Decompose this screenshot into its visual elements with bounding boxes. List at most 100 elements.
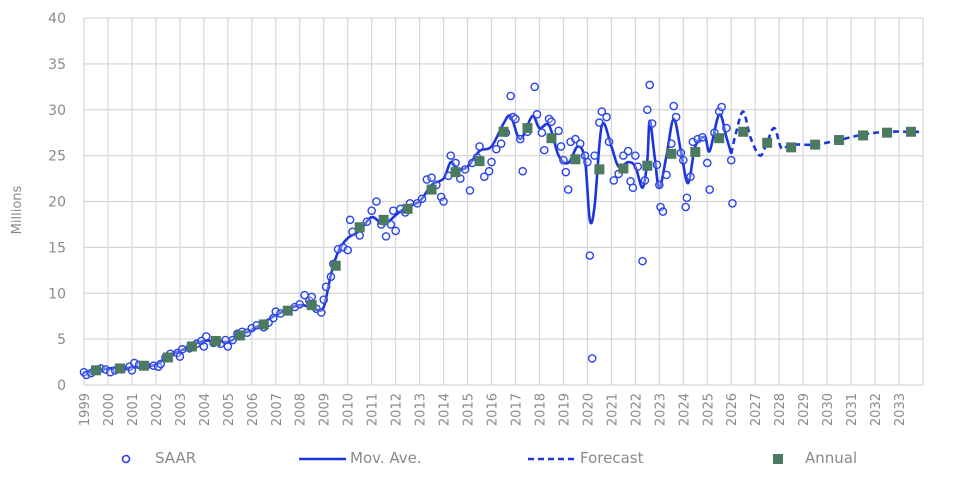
x-tick-label: 2006 (246, 393, 261, 426)
saar-point (532, 110, 542, 119)
annual-marker (306, 300, 317, 311)
saar-point (537, 128, 547, 137)
saar-point (367, 206, 376, 215)
saar-point (602, 112, 611, 122)
saar-point (717, 102, 726, 112)
saar-point (326, 272, 336, 282)
x-tick-label: 2002 (150, 393, 165, 426)
saar-point (427, 173, 436, 182)
saar-point (698, 132, 707, 142)
x-tick-label: 2029 (797, 393, 812, 426)
x-tick-label: 2016 (486, 393, 501, 426)
annual-marker (882, 127, 893, 138)
saar-point (547, 117, 556, 126)
saar-point (561, 167, 571, 177)
x-tick-label: 2000 (102, 393, 117, 426)
x-tick-label: 2013 (414, 393, 429, 426)
saar-point (597, 107, 607, 116)
annual-marker (162, 352, 173, 363)
x-tick-label: 2032 (869, 393, 884, 426)
x-tick-label: 2031 (845, 393, 860, 426)
saar-point (511, 114, 520, 124)
saar-point (559, 155, 568, 165)
saar-point (658, 207, 668, 216)
x-tick-label: 2018 (533, 393, 548, 426)
saar-point (156, 359, 166, 369)
y-tick-label: 5 (57, 332, 66, 348)
saar-point (647, 119, 657, 128)
x-tick-label: 2014 (438, 393, 453, 426)
saar-point (201, 332, 211, 341)
legend (121, 454, 783, 464)
saar-point (530, 82, 539, 92)
saar-point (676, 148, 686, 158)
saar-point (484, 166, 494, 176)
x-tick-label: 2005 (222, 393, 237, 426)
x-tick-label: 2011 (366, 393, 381, 426)
annual-marker (834, 135, 845, 146)
saar-point (343, 245, 352, 255)
x-axis-ticks: 1999 2000 2001 2002 2003 2004 2005 2006 2007 2008… (78, 393, 908, 426)
legend-annual-marker (773, 454, 783, 464)
annual-marker (426, 184, 437, 195)
saar-point (645, 80, 655, 90)
annual-marker (690, 146, 701, 157)
annual-marker (594, 164, 605, 175)
saar-point (669, 101, 678, 111)
annual-marker (402, 203, 413, 214)
y-tick-label: 40 (48, 11, 66, 27)
saar-point (633, 162, 643, 171)
annual-marker (474, 156, 485, 167)
saar-point (595, 118, 604, 127)
saar-point (355, 231, 364, 240)
saar-point (465, 186, 475, 195)
saar-point (317, 308, 326, 317)
saar-point (295, 299, 305, 309)
annual-marker (210, 335, 221, 346)
x-tick-label: 2007 (270, 393, 285, 426)
saar-point (554, 126, 563, 136)
saar-point (451, 158, 460, 168)
saar-point (678, 155, 688, 165)
x-tick-label: 2033 (893, 393, 908, 426)
y-tick-label: 25 (48, 149, 66, 165)
saar-point (460, 165, 470, 174)
saar-point (575, 139, 585, 148)
saar-point (628, 183, 638, 193)
annual-marker (570, 154, 581, 165)
x-tick-label: 1999 (78, 393, 93, 426)
saar-point (640, 176, 650, 185)
x-tick-label: 2004 (198, 393, 213, 426)
saar-point (655, 180, 664, 190)
saar-point (609, 176, 619, 185)
saar-point (362, 217, 372, 226)
annual-marker (714, 133, 725, 144)
saar-point (667, 139, 676, 148)
x-tick-label: 2027 (749, 393, 764, 426)
saar-point (643, 105, 652, 115)
saar-point (563, 185, 573, 194)
legend-saar-label: SAAR (155, 449, 197, 467)
x-tick-label: 2021 (605, 393, 620, 426)
legend-annual-label: Annual (805, 449, 858, 467)
saar-point (480, 172, 489, 182)
annual-marker (138, 360, 149, 371)
saar-point (381, 232, 391, 241)
saar-point (492, 144, 501, 154)
annual-marker (450, 167, 461, 178)
x-tick-label: 2019 (557, 393, 572, 426)
legend-saar-marker (121, 454, 131, 464)
annual-marker (642, 160, 653, 171)
plot-marks (79, 80, 923, 380)
annual-marker (234, 330, 245, 341)
saar-point (631, 151, 640, 160)
saar-point (199, 342, 209, 351)
x-tick-label: 2026 (725, 393, 740, 426)
saar-point (487, 157, 496, 167)
saar-point (682, 193, 692, 203)
saar-point (506, 91, 515, 101)
saar-point (446, 151, 456, 160)
saar-point (475, 142, 484, 151)
annual-marker (906, 126, 917, 137)
